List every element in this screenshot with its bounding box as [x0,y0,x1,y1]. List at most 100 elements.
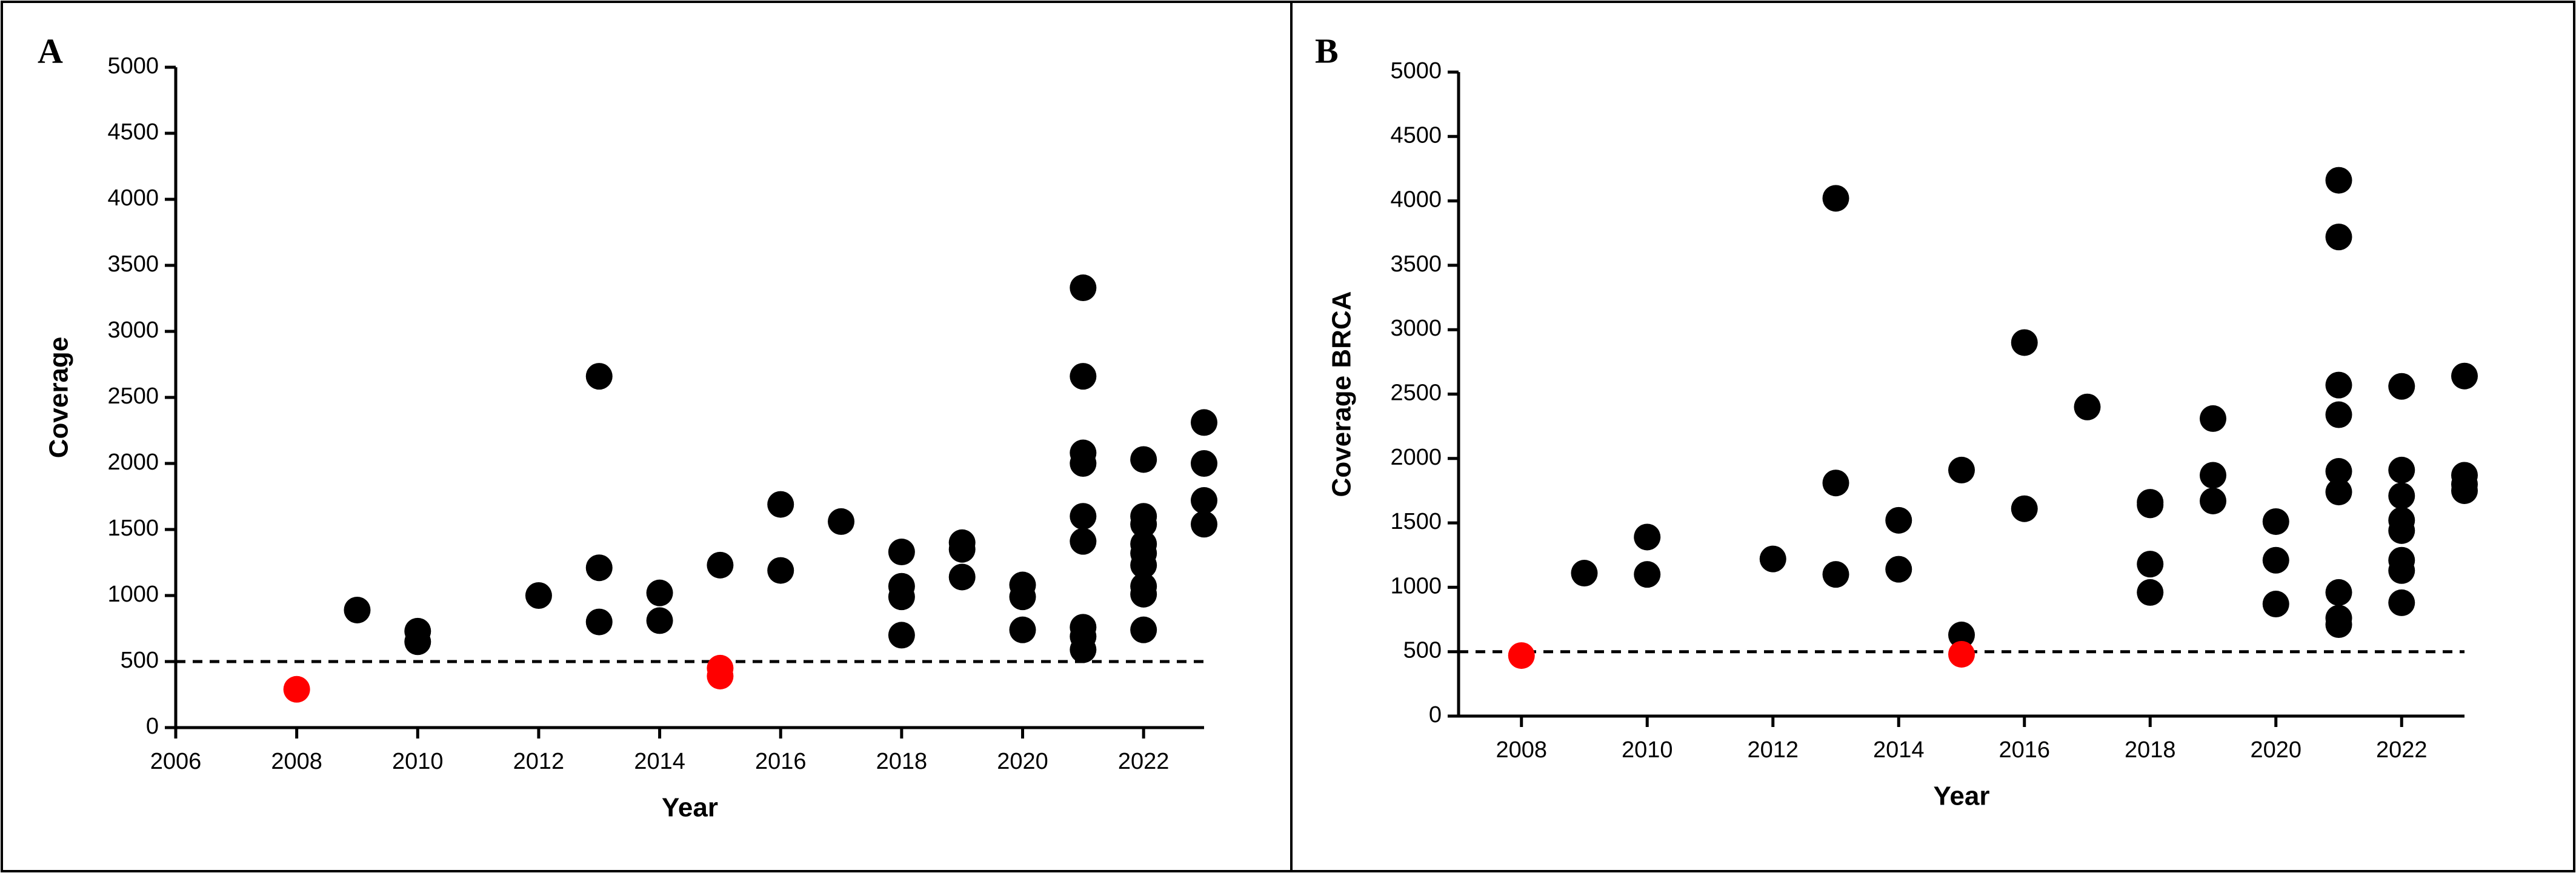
x-tick-label: 2008 [1496,737,1547,763]
point [2074,393,2101,420]
point [2325,371,2352,399]
y-tick-label: 3000 [1390,316,1442,341]
y-tick-label: 2500 [1390,380,1442,406]
x-tick-label: 2008 [271,749,322,774]
y-tick-label: 1000 [1390,573,1442,599]
point [2388,482,2415,510]
point [2137,579,2164,606]
point [2388,589,2415,616]
panel-label: B [1315,31,1339,70]
x-tick-label: 2016 [1999,737,2050,763]
point [888,583,915,611]
x-axis-title: Year [1934,782,1990,811]
x-tick-label: 2014 [1873,737,1925,763]
point [1948,456,1975,483]
point [1885,556,1912,583]
point [2451,362,2478,390]
point [1634,523,1661,551]
point [1948,622,1975,649]
point [1634,561,1661,588]
point [2200,405,2226,432]
y-tick-label: 5000 [107,53,159,79]
point [2325,611,2352,639]
point [2325,458,2352,485]
point [1191,409,1217,436]
x-tick-label: 2006 [150,749,202,774]
point [2325,479,2352,506]
x-tick-label: 2010 [1622,737,1673,763]
x-tick-label: 2010 [392,749,444,774]
point [1130,551,1157,579]
y-tick-label: 0 [1429,702,1442,728]
point [1822,561,1849,588]
point [2137,551,2164,578]
point [1508,642,1535,669]
x-tick-label: 2020 [2250,737,2301,763]
y-axis-title: Coverage [44,337,74,459]
point [2388,557,2415,584]
point [2011,495,2038,522]
x-tick-label: 2018 [876,749,928,774]
y-tick-label: 2500 [107,383,159,409]
point [2325,224,2352,251]
point [2325,167,2352,194]
point [585,363,613,390]
point [1885,506,1912,534]
point [1759,545,1786,573]
point [2388,517,2415,544]
point [1130,511,1157,538]
y-tick-label: 2000 [107,450,159,475]
y-axis-title: Coverage BRCA [1327,291,1357,497]
y-tick-label: 1500 [107,516,159,541]
point [585,554,613,582]
point [344,596,371,623]
point [2262,546,2289,574]
x-tick-label: 2012 [513,749,565,774]
x-tick-label: 2012 [1747,737,1799,763]
y-tick-label: 500 [121,648,159,673]
point [948,536,976,563]
x-tick-label: 2018 [2125,737,2176,763]
point [1070,450,1097,477]
point [2137,491,2164,519]
point [2262,508,2289,535]
point [2262,591,2289,618]
point [2388,456,2415,483]
point [707,662,734,689]
point [1009,616,1036,643]
point [1571,560,1598,587]
x-tick-label: 2016 [755,749,807,774]
y-tick-label: 3000 [107,317,159,343]
point [1191,450,1217,477]
point [1130,580,1157,608]
point [1009,583,1036,611]
panel-label: A [38,31,63,70]
point [1070,274,1097,302]
point [2200,462,2226,489]
point [1070,528,1097,555]
point [2451,477,2478,504]
point [2011,329,2038,356]
point [1191,511,1217,538]
point [1070,363,1097,390]
point [888,622,915,649]
point [2325,401,2352,428]
point [1822,185,1849,212]
x-tick-label: 2022 [2376,737,2428,763]
point [767,557,794,584]
x-tick-label: 2014 [634,749,685,774]
x-tick-label: 2020 [997,749,1048,774]
y-tick-label: 500 [1403,638,1442,663]
y-tick-label: 3500 [1390,251,1442,277]
point [2388,373,2415,400]
y-tick-label: 1000 [107,582,159,607]
point [646,607,673,634]
y-tick-label: 4500 [1390,122,1442,148]
point [1822,470,1849,497]
point [1191,487,1217,514]
point [2200,487,2226,514]
point [767,491,794,518]
x-axis-title: Year [662,793,718,823]
y-tick-label: 4000 [1390,187,1442,213]
